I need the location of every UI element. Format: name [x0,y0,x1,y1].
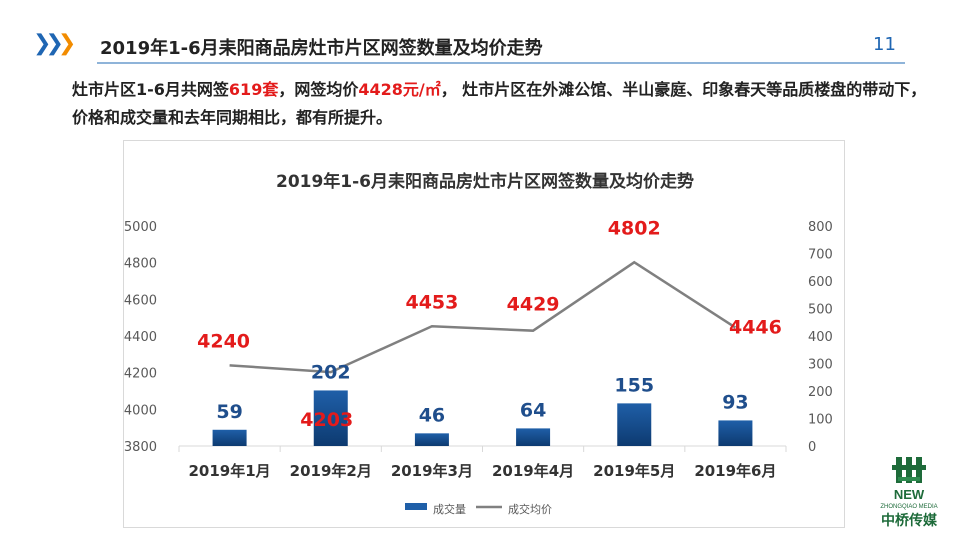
company-logo: NEW ZHONGQIAO MEDIA 中桥传媒 [880,457,938,529]
line-data-label: 4446 [729,317,782,339]
legend-label-bar: 成交量 [433,502,466,516]
chevron-right-icon: ❯ [33,31,52,56]
bar-data-label: 59 [216,401,242,423]
line-data-label: 4203 [300,409,353,431]
header-divider [97,62,905,64]
summary-part-2: ，网签均价 [278,80,359,99]
chevron-right-icon: ❯ [45,31,64,56]
legend-swatch-bar [405,503,427,510]
bar-chengjiaoliang [414,433,449,446]
line-data-label: 4802 [608,217,661,239]
y-right-tick-label: 300 [808,358,833,373]
y-right-tick-label: 500 [808,303,833,318]
bar-chengjiaoliang [212,429,247,446]
y-left-tick-label: 4800 [124,257,157,272]
x-tick-label: 2019年2月 [290,462,372,480]
line-data-label: 4453 [405,291,458,313]
bar-data-label: 93 [722,391,748,413]
legend-label-line: 成交均价 [508,502,552,516]
summary-avg-price: 4428元/㎡ [358,80,441,99]
chevron-right-icon: ❯ [57,31,77,56]
bar-data-label: 46 [419,404,445,426]
bar-chengjiaoliang [718,420,753,446]
y-right-tick-label: 800 [808,220,833,235]
bar-chengjiaoliang [617,403,652,446]
y-left-tick-label: 4200 [124,367,157,382]
logo-mark [892,457,926,483]
slide-title: 2019年1-6月耒阳商品房灶市片区网签数量及均价走势 [100,38,543,59]
y-left-tick-label: 3800 [124,440,157,455]
chart-frame: 2019年1-6月耒阳商品房灶市片区网签数量及均价走势 3800 4000 4200 4… [123,140,845,528]
slide-header: ❯ ❯ ❯ 2019年1-6月耒阳商品房灶市片区网签数量及均价走势 11 [0,0,960,70]
y-right-tick-label: 600 [808,275,833,290]
bar-data-label: 64 [520,399,546,421]
summary-text: 灶市片区1-6月共网签619套，网签均价4428元/㎡， 灶市片区在外滩公馆、半… [72,76,942,132]
bar-data-label: 202 [311,361,351,383]
y-right-tick-label: 100 [808,413,833,428]
y-left-tick-label: 4600 [124,293,157,308]
line-chengjiaojunjia [229,260,737,374]
logo-text-cn: 中桥传媒 [881,512,938,529]
bar-data-label: 155 [614,374,654,396]
line-data-label: 4240 [197,330,250,352]
page-number: 11 [873,34,896,55]
y-left-tick-label: 5000 [124,220,157,235]
y-right-tick-label: 200 [808,385,833,400]
summary-part-1: 灶市片区1-6月共网签 [72,80,229,99]
chart: 2019年1-6月耒阳商品房灶市片区网签数量及均价走势3800400042004… [124,171,833,516]
x-tick-label: 2019年1月 [188,462,270,480]
x-tick-label: 2019年5月 [593,462,675,480]
logo-text-new: NEW [894,487,925,502]
x-tick-label: 2019年6月 [694,462,776,480]
y-right-tick-label: 700 [808,248,833,263]
line-data-label: 4429 [507,294,560,316]
x-tick-label: 2019年3月 [391,462,473,480]
y-right-tick-label: 0 [808,440,816,455]
chart-title: 2019年1-6月耒阳商品房灶市片区网签数量及均价走势 [276,171,694,192]
summary-sets: 619套 [228,80,279,99]
bar-chengjiaoliang [313,390,348,446]
logo-text-sub: ZHONGQIAO MEDIA [880,504,937,510]
summary-part-3: ， 灶市片区在外滩公馆、半山豪庭、印象春天等品质楼盘的带动下，价格和成交量和去年… [72,80,927,127]
chevron-icons: ❯ ❯ ❯ [33,31,76,56]
y-left-tick-label: 4000 [124,403,157,418]
y-left-tick-label: 4400 [124,330,157,345]
bar-chengjiaoliang [516,428,551,446]
y-right-tick-label: 400 [808,330,833,345]
x-tick-label: 2019年4月 [492,462,574,480]
